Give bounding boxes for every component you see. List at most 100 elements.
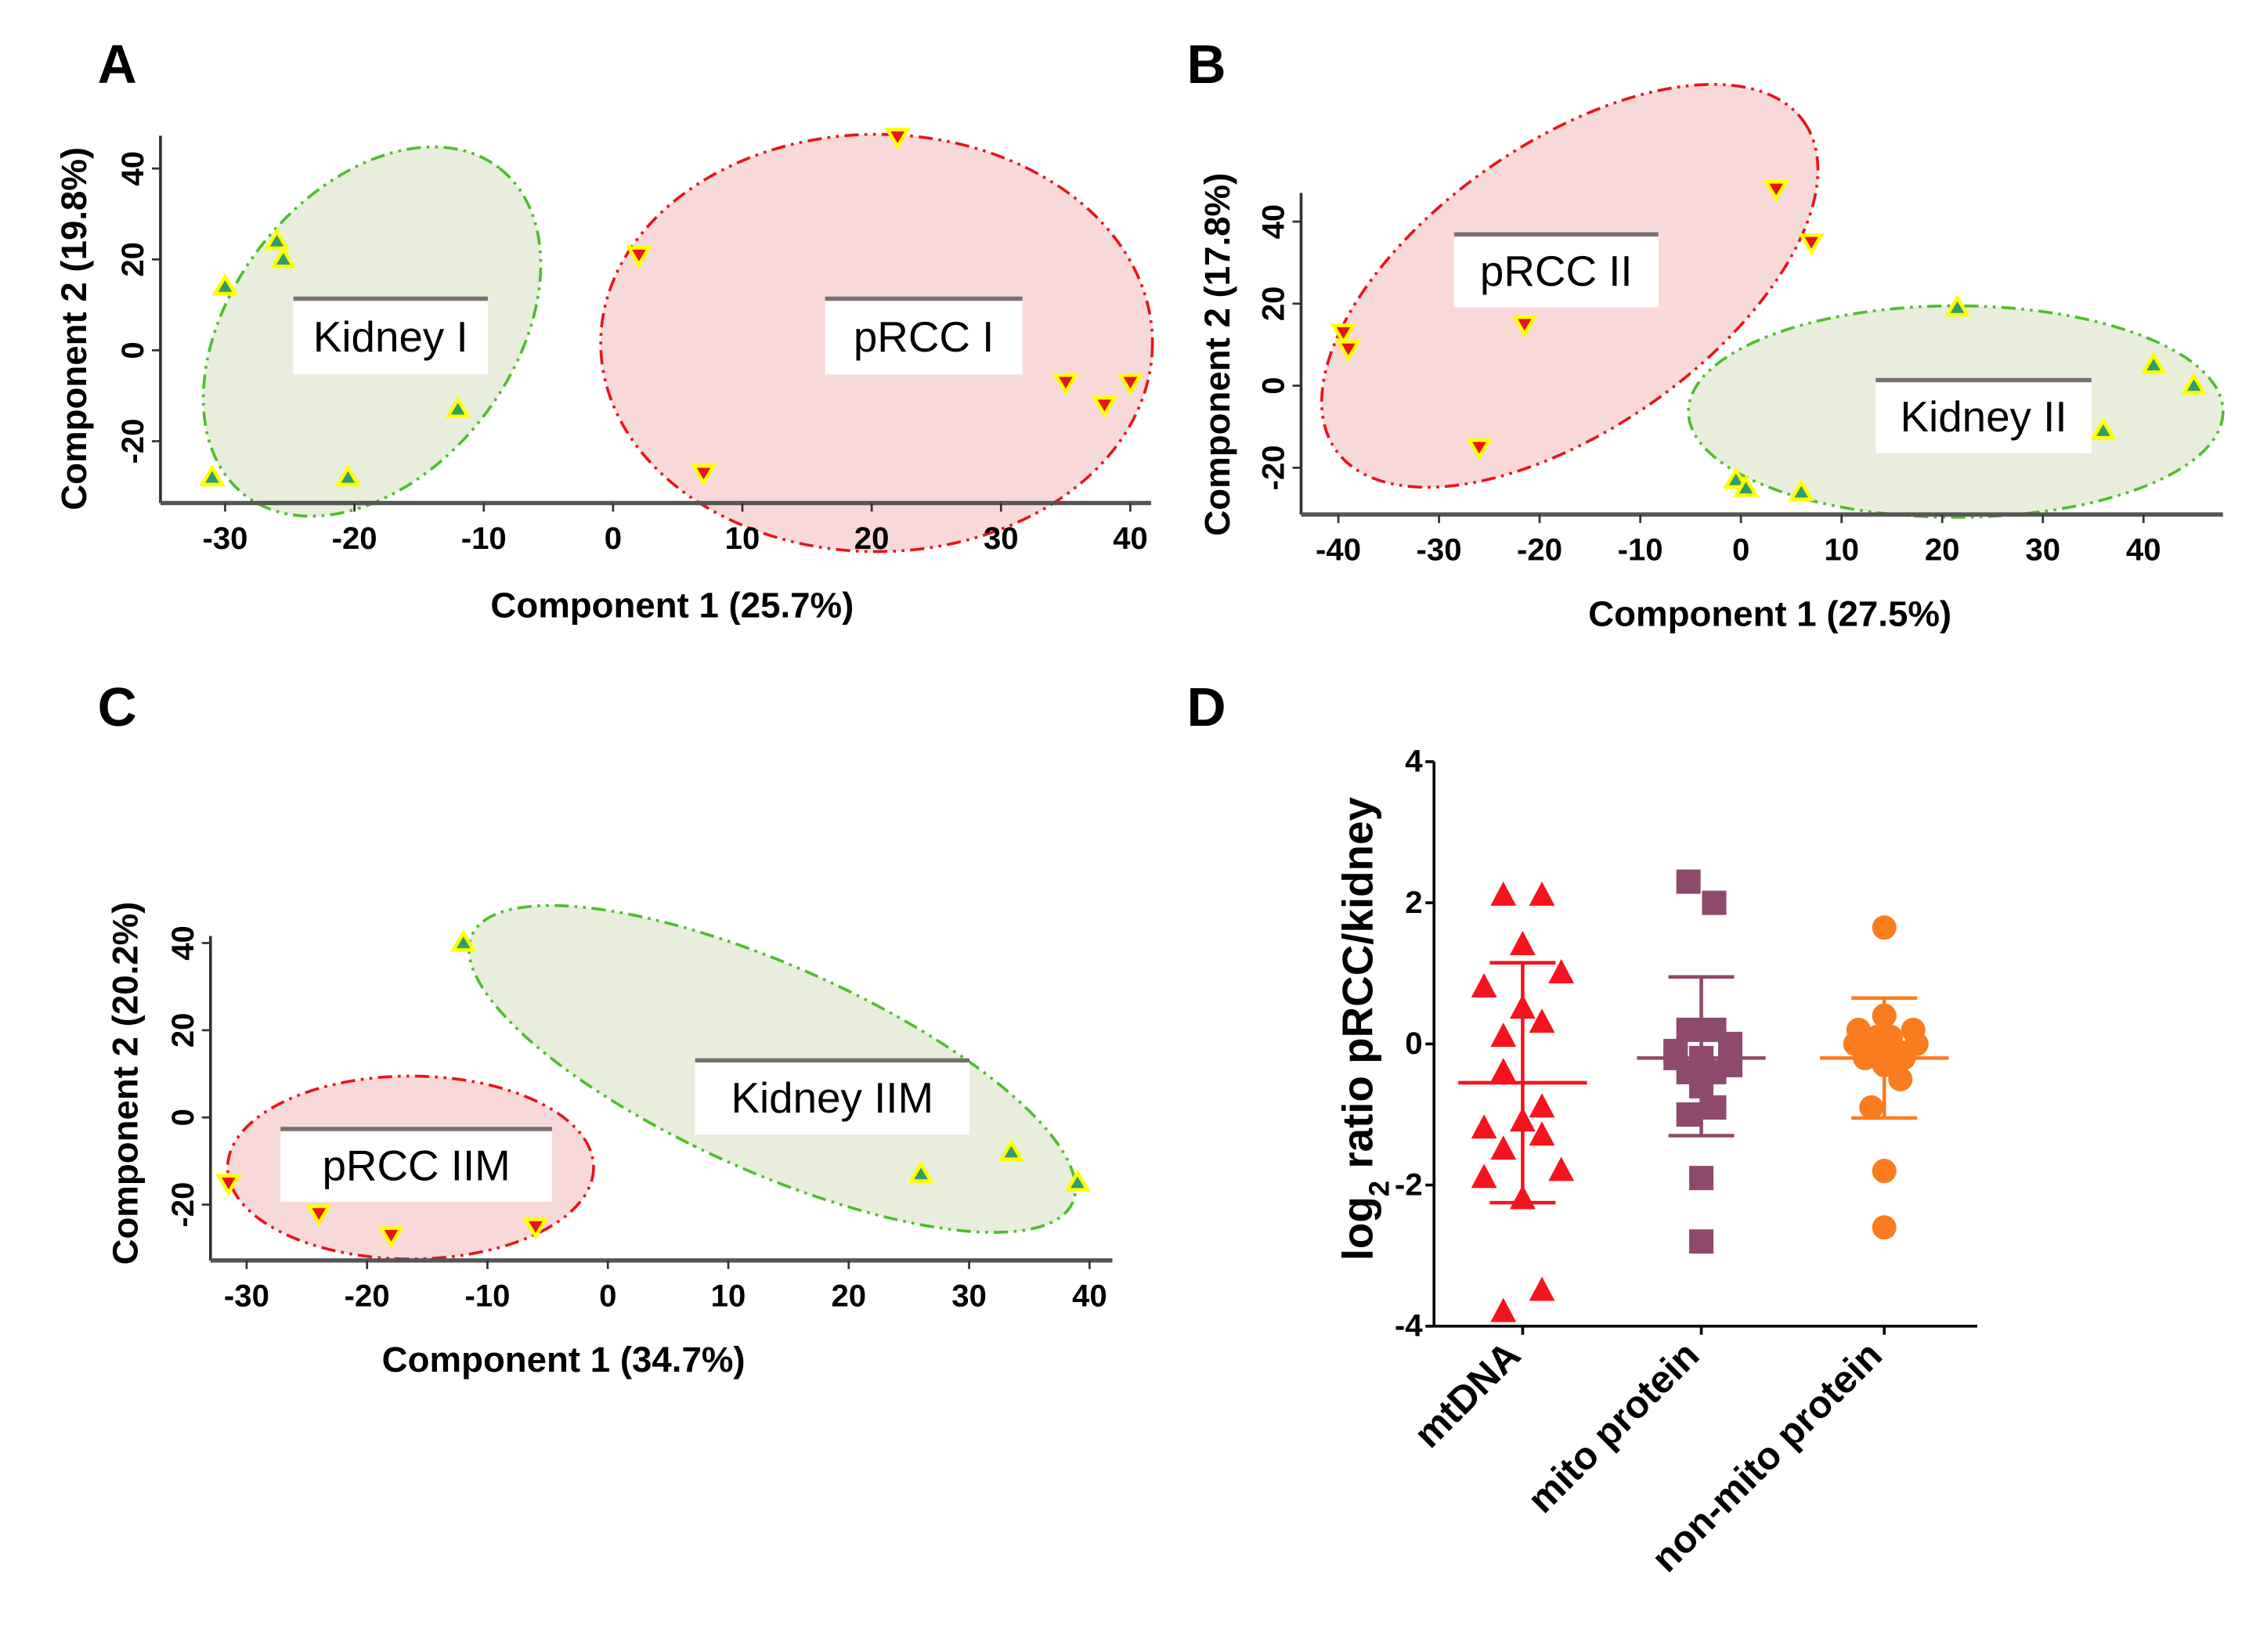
panel-b: B -40 -30 -20 -10 0 10 20 30 40 -20 0 20 40 Component… (1186, 34, 2225, 633)
mtdna-point (1471, 973, 1497, 998)
mito-protein-point (1702, 1095, 1727, 1120)
y-tick-label: 2 (1405, 885, 1422, 920)
mtdna-point (1548, 958, 1575, 984)
mito-protein-point (1689, 1229, 1714, 1254)
y-tick-label: 40 (165, 925, 200, 961)
x-tick-label: 30 (951, 1278, 987, 1313)
mito-protein-point (1676, 1017, 1701, 1042)
group-label: pRCC II (1480, 247, 1633, 295)
kidney-point (2180, 372, 2208, 395)
y-tick-label: 40 (1256, 204, 1291, 240)
x-tick-label: -40 (1316, 532, 1361, 568)
x-tick-label: 0 (1732, 532, 1749, 568)
x-axis-title: Component 1 (25.7%) (490, 586, 854, 626)
mtdna-point (1471, 1163, 1497, 1189)
non-mito-protein-point (1872, 1159, 1897, 1184)
y-tick-label: -2 (1395, 1167, 1423, 1202)
y-tick-label: -20 (115, 419, 150, 464)
kidney-point (263, 227, 291, 251)
kidney-point (2140, 352, 2167, 374)
group-label-box (1453, 233, 1659, 308)
y-tick-label: 0 (115, 341, 150, 359)
x-tick-label: -10 (1618, 532, 1663, 568)
group-label: pRCC IIM (322, 1142, 510, 1190)
y-tick-label: -20 (1256, 445, 1291, 490)
x-tick-label: -10 (461, 521, 507, 556)
kidney-point (1064, 1169, 1091, 1192)
y-title-log: log (1334, 1196, 1382, 1261)
kidney-point (270, 246, 297, 269)
x-tick-label: -20 (332, 521, 377, 556)
x-tick-label: 40 (1072, 1278, 1107, 1313)
mito-protein-point (1718, 1031, 1743, 1056)
group-label-box (825, 297, 1023, 375)
group-label: Kidney I (313, 312, 468, 361)
mito-protein-point (1689, 1166, 1714, 1191)
x-tick-label: 30 (2025, 532, 2060, 568)
kidney-point (1788, 478, 1815, 502)
prcc-point (884, 128, 911, 150)
mtdna-point (1490, 1023, 1517, 1048)
x-category-label: mito protein (1519, 1333, 1707, 1521)
panel-letter-d: D (1186, 676, 1226, 738)
group-label-box (280, 1127, 553, 1203)
x-tick-label: 40 (2126, 532, 2161, 568)
x-tick-label: 0 (599, 1278, 616, 1313)
y-tick-label: 20 (115, 242, 150, 277)
mito-protein-point (1702, 890, 1727, 915)
y-tick-label: 0 (1256, 377, 1291, 394)
prcc-point (1091, 395, 1118, 419)
group-label: pRCC I (854, 312, 994, 361)
kidney-point (449, 929, 477, 952)
kidney-point (998, 1138, 1025, 1161)
mtdna-point (1548, 1156, 1575, 1181)
kidney-point (1732, 474, 1760, 497)
kidney-point (908, 1160, 934, 1183)
mtdna-point (1490, 1058, 1517, 1083)
y-axis-title: Component 2 (17.8%) (1197, 173, 1237, 536)
x-tick-label: -30 (1417, 532, 1462, 568)
y-title-subscript: 2 (1363, 1181, 1395, 1196)
mtdna-point (1490, 1135, 1517, 1160)
group-label-box (695, 1059, 970, 1135)
x-axis-title: Component 1 (34.7%) (382, 1340, 746, 1380)
x-tick-label: -20 (1517, 532, 1562, 568)
group-label: Kidney IIM (731, 1073, 933, 1122)
mtdna-point (1490, 881, 1517, 906)
mtdna-point (1471, 1114, 1497, 1139)
prcc-point (1763, 179, 1789, 203)
y-tick-label: -20 (165, 1182, 200, 1228)
y-title-rest: ratio pRCC/kidney (1334, 797, 1382, 1181)
panel-letter-a: A (98, 34, 137, 95)
y-axis-title: Component 2 (19.8%) (54, 147, 94, 510)
prcc-point (1052, 373, 1079, 396)
prcc-point (1335, 340, 1362, 363)
x-tick-label: 20 (854, 521, 890, 556)
panel-a: A -30 -20 -10 0 10 20 30 40 -20 0 20 40 Component 1 … (54, 34, 1154, 626)
mtdna-point (1529, 881, 1555, 906)
x-tick-label: 40 (1113, 521, 1148, 556)
y-tick-label: 0 (165, 1109, 200, 1126)
mtdna-point (1529, 1121, 1555, 1146)
group-label: Kidney II (1901, 392, 2067, 441)
mito-protein-point (1676, 869, 1701, 894)
x-tick-label: 30 (984, 521, 1019, 556)
prcc-point (215, 1174, 242, 1197)
y-tick-label: -4 (1395, 1308, 1423, 1344)
prcc-point (522, 1217, 549, 1240)
x-tick-label: -30 (224, 1278, 269, 1313)
y-tick-label: 20 (165, 1013, 200, 1048)
x-tick-label: 20 (1925, 532, 1960, 568)
x-tick-label: -10 (464, 1278, 510, 1313)
prcc-point (1466, 438, 1493, 461)
group-label-box (293, 297, 488, 375)
prcc-point (1798, 233, 1825, 256)
x-tick-label: 10 (711, 1278, 746, 1313)
mtdna-point (1509, 930, 1536, 955)
prcc-point (1330, 323, 1357, 346)
y-tick-label: 40 (115, 151, 150, 186)
prcc-point (305, 1204, 332, 1228)
prcc-point (377, 1226, 405, 1249)
kidney-point (211, 272, 239, 296)
